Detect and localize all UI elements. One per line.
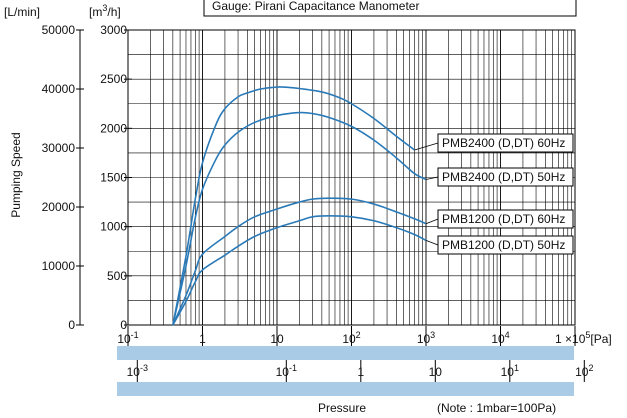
y-axis-label: Pumping Speed: [9, 132, 23, 217]
y-left-tick-label: 20000: [42, 200, 76, 214]
legend-leader-line: [425, 218, 439, 225]
y-left-tick-label: 10000: [42, 259, 76, 273]
y-right-tick-label: 2000: [100, 121, 127, 135]
y-right-tick-label: 1500: [100, 171, 127, 185]
y-right-tick-label: 2500: [100, 72, 127, 86]
series-line-3: [172, 197, 427, 326]
legend-leader-line: [425, 240, 439, 246]
torr-band: [117, 382, 574, 396]
torr-ticks: 10-310-11101011027.6 ×102[Torr]: [127, 360, 593, 382]
legend-label: PMB1200 (D,DT) 60Hz: [442, 212, 565, 226]
pa-tick-label: 10-1: [117, 330, 138, 346]
pa-ticks: 10-1 1 10 102 103 104 1 ×105[Pa]: [117, 326, 612, 346]
title-box: Gauge: Pirani Capacitance Manometer: [203, 0, 577, 17]
y-right-tick-label: 0: [120, 318, 127, 332]
pa-tick-label: 102: [342, 330, 360, 346]
y-left-tick-label: 40000: [42, 82, 76, 96]
x-axis-label: Pressure: [318, 401, 366, 415]
y-right-unit-label: [m3/h]: [89, 3, 121, 19]
torr-tick-label: 10: [429, 365, 443, 379]
pa-band: [117, 346, 574, 360]
torr-tick-label: 102: [575, 363, 593, 379]
chart-title: Gauge: Pirani Capacitance Manometer: [212, 0, 419, 13]
pa-tick-label: 104: [491, 330, 509, 346]
torr-tick-label: 10-3: [127, 363, 148, 379]
torr-tick-label: 10-1: [276, 363, 297, 379]
y-right-tick-label: 3000: [100, 23, 127, 37]
torr-tick-label: 1: [357, 365, 364, 379]
y-left-unit-label: [L/min]: [4, 5, 40, 19]
legend-label: PMB2400 (D,DT) 60Hz: [442, 136, 565, 150]
series-line-1: [172, 86, 415, 326]
series-line-2: [172, 111, 427, 326]
y-right-tick-label: 500: [107, 269, 127, 283]
legend: PMB2400 (D,DT) 60Hz PMB2400 (D,DT) 50Hz PM…: [414, 133, 574, 255]
y-ticks: 5000040000300002000010000030002500200015…: [42, 23, 132, 332]
pa-tick-label: 10: [270, 332, 284, 346]
y-left-tick-label: 0: [68, 318, 75, 332]
series-line-4: [172, 215, 427, 326]
y-right-tick-label: 1000: [100, 220, 127, 234]
series-curves: [172, 86, 427, 326]
unit-note: (Note : 1mbar=100Pa): [437, 401, 556, 415]
legend-label: PMB1200 (D,DT) 50Hz: [442, 238, 565, 252]
y-left-tick-label: 50000: [42, 23, 76, 37]
pa-tick-label: 1: [199, 332, 206, 346]
legend-label: PMB2400 (D,DT) 50Hz: [442, 170, 565, 184]
legend-leader-line: [425, 176, 439, 180]
pa-tick-label: 1 ×105[Pa]: [555, 330, 612, 346]
y-left-tick-label: 30000: [42, 141, 76, 155]
legend-leader-line: [414, 142, 439, 151]
torr-tick-label: 101: [501, 363, 519, 379]
pa-tick-label: 103: [417, 330, 435, 346]
